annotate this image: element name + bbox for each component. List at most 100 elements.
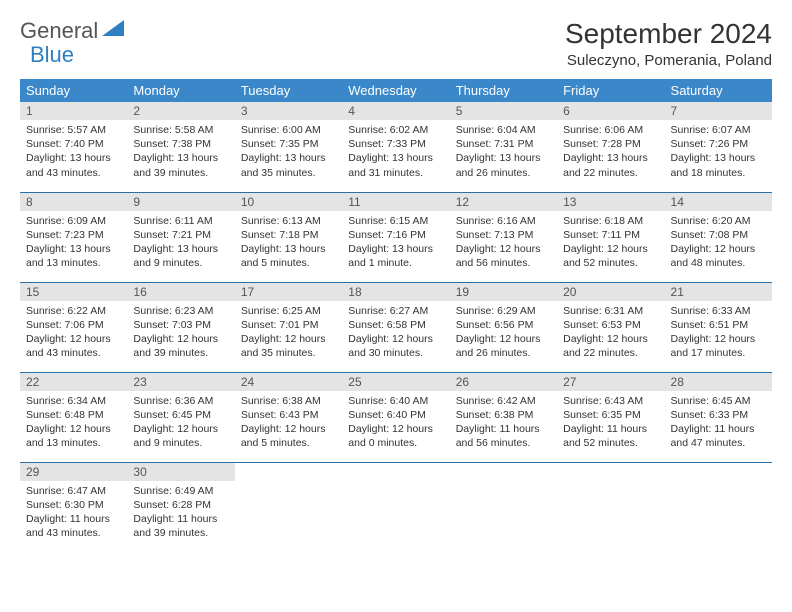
calendar-cell [342, 462, 449, 552]
calendar-cell: 27Sunrise: 6:43 AMSunset: 6:35 PMDayligh… [557, 372, 664, 462]
sunrise-line: Sunrise: 6:11 AM [133, 214, 228, 228]
sunrise-line: Sunrise: 5:57 AM [26, 123, 121, 137]
day-body: Sunrise: 6:13 AMSunset: 7:18 PMDaylight:… [235, 211, 342, 277]
sunset-line: Sunset: 6:38 PM [456, 408, 551, 422]
day-number: 24 [235, 373, 342, 391]
daylight-line: Daylight: 12 hours and 39 minutes. [133, 332, 228, 360]
sunrise-line: Sunrise: 6:34 AM [26, 394, 121, 408]
sunrise-line: Sunrise: 6:43 AM [563, 394, 658, 408]
day-body: Sunrise: 6:47 AMSunset: 6:30 PMDaylight:… [20, 481, 127, 547]
sunset-line: Sunset: 7:40 PM [26, 137, 121, 151]
day-number: 14 [665, 193, 772, 211]
day-header: Wednesday [342, 79, 449, 102]
sunset-line: Sunset: 6:28 PM [133, 498, 228, 512]
daylight-line: Daylight: 13 hours and 39 minutes. [133, 151, 228, 179]
day-header: Tuesday [235, 79, 342, 102]
sunset-line: Sunset: 7:01 PM [241, 318, 336, 332]
sunset-line: Sunset: 7:16 PM [348, 228, 443, 242]
calendar-cell: 16Sunrise: 6:23 AMSunset: 7:03 PMDayligh… [127, 282, 234, 372]
calendar-cell: 7Sunrise: 6:07 AMSunset: 7:26 PMDaylight… [665, 102, 772, 192]
day-number: 9 [127, 193, 234, 211]
calendar-cell: 9Sunrise: 6:11 AMSunset: 7:21 PMDaylight… [127, 192, 234, 282]
sunset-line: Sunset: 7:18 PM [241, 228, 336, 242]
calendar-cell: 18Sunrise: 6:27 AMSunset: 6:58 PMDayligh… [342, 282, 449, 372]
day-number: 26 [450, 373, 557, 391]
sunset-line: Sunset: 6:58 PM [348, 318, 443, 332]
sunset-line: Sunset: 6:51 PM [671, 318, 766, 332]
daylight-line: Daylight: 12 hours and 9 minutes. [133, 422, 228, 450]
calendar-cell: 19Sunrise: 6:29 AMSunset: 6:56 PMDayligh… [450, 282, 557, 372]
logo-text-2: Blue [30, 42, 74, 68]
sunset-line: Sunset: 7:31 PM [456, 137, 551, 151]
calendar-cell: 5Sunrise: 6:04 AMSunset: 7:31 PMDaylight… [450, 102, 557, 192]
sunrise-line: Sunrise: 6:22 AM [26, 304, 121, 318]
sunset-line: Sunset: 6:33 PM [671, 408, 766, 422]
daylight-line: Daylight: 11 hours and 39 minutes. [133, 512, 228, 540]
sunrise-line: Sunrise: 6:16 AM [456, 214, 551, 228]
day-body: Sunrise: 6:15 AMSunset: 7:16 PMDaylight:… [342, 211, 449, 277]
sunrise-line: Sunrise: 6:23 AM [133, 304, 228, 318]
daylight-line: Daylight: 12 hours and 22 minutes. [563, 332, 658, 360]
day-body: Sunrise: 5:58 AMSunset: 7:38 PMDaylight:… [127, 120, 234, 186]
day-header: Sunday [20, 79, 127, 102]
day-number: 12 [450, 193, 557, 211]
day-body: Sunrise: 6:20 AMSunset: 7:08 PMDaylight:… [665, 211, 772, 277]
day-number: 4 [342, 102, 449, 120]
daylight-line: Daylight: 13 hours and 26 minutes. [456, 151, 551, 179]
day-header: Monday [127, 79, 234, 102]
daylight-line: Daylight: 13 hours and 22 minutes. [563, 151, 658, 179]
sunset-line: Sunset: 7:23 PM [26, 228, 121, 242]
daylight-line: Daylight: 12 hours and 52 minutes. [563, 242, 658, 270]
day-number: 20 [557, 283, 664, 301]
calendar-cell: 4Sunrise: 6:02 AMSunset: 7:33 PMDaylight… [342, 102, 449, 192]
location-text: Suleczyno, Pomerania, Poland [565, 52, 772, 69]
daylight-line: Daylight: 12 hours and 48 minutes. [671, 242, 766, 270]
sunset-line: Sunset: 7:11 PM [563, 228, 658, 242]
sunrise-line: Sunrise: 6:09 AM [26, 214, 121, 228]
sunset-line: Sunset: 6:40 PM [348, 408, 443, 422]
daylight-line: Daylight: 13 hours and 13 minutes. [26, 242, 121, 270]
calendar-table: SundayMondayTuesdayWednesdayThursdayFrid… [20, 79, 772, 552]
calendar-cell: 2Sunrise: 5:58 AMSunset: 7:38 PMDaylight… [127, 102, 234, 192]
sunset-line: Sunset: 7:35 PM [241, 137, 336, 151]
daylight-line: Daylight: 12 hours and 56 minutes. [456, 242, 551, 270]
calendar-cell: 28Sunrise: 6:45 AMSunset: 6:33 PMDayligh… [665, 372, 772, 462]
day-number: 2 [127, 102, 234, 120]
day-number: 1 [20, 102, 127, 120]
daylight-line: Daylight: 12 hours and 17 minutes. [671, 332, 766, 360]
day-body: Sunrise: 6:22 AMSunset: 7:06 PMDaylight:… [20, 301, 127, 367]
page-title: September 2024 [565, 18, 772, 50]
daylight-line: Daylight: 12 hours and 26 minutes. [456, 332, 551, 360]
calendar-cell: 1 Sunrise: 5:57 AMSunset: 7:40 PMDaylight… [20, 102, 127, 192]
sunset-line: Sunset: 7:28 PM [563, 137, 658, 151]
day-body: Sunrise: 6:40 AMSunset: 6:40 PMDaylight:… [342, 391, 449, 457]
calendar-cell: 21Sunrise: 6:33 AMSunset: 6:51 PMDayligh… [665, 282, 772, 372]
day-body: Sunrise: 6:06 AMSunset: 7:28 PMDaylight:… [557, 120, 664, 186]
day-body: Sunrise: 6:31 AMSunset: 6:53 PMDaylight:… [557, 301, 664, 367]
sunrise-line: Sunrise: 5:58 AM [133, 123, 228, 137]
calendar-row: 8Sunrise: 6:09 AMSunset: 7:23 PMDaylight… [20, 192, 772, 282]
day-body: Sunrise: 6:23 AMSunset: 7:03 PMDaylight:… [127, 301, 234, 367]
calendar-cell: 8Sunrise: 6:09 AMSunset: 7:23 PMDaylight… [20, 192, 127, 282]
day-number: 25 [342, 373, 449, 391]
logo-text-1: General [20, 18, 98, 44]
calendar-cell: 6Sunrise: 6:06 AMSunset: 7:28 PMDaylight… [557, 102, 664, 192]
sunrise-line: Sunrise: 6:06 AM [563, 123, 658, 137]
day-number: 10 [235, 193, 342, 211]
sunrise-line: Sunrise: 6:00 AM [241, 123, 336, 137]
sunrise-line: Sunrise: 6:47 AM [26, 484, 121, 498]
calendar-cell: 11Sunrise: 6:15 AMSunset: 7:16 PMDayligh… [342, 192, 449, 282]
day-header: Friday [557, 79, 664, 102]
day-body: Sunrise: 6:36 AMSunset: 6:45 PMDaylight:… [127, 391, 234, 457]
calendar-cell: 13Sunrise: 6:18 AMSunset: 7:11 PMDayligh… [557, 192, 664, 282]
calendar-cell: 20Sunrise: 6:31 AMSunset: 6:53 PMDayligh… [557, 282, 664, 372]
sunset-line: Sunset: 7:26 PM [671, 137, 766, 151]
daylight-line: Daylight: 13 hours and 43 minutes. [26, 151, 121, 179]
day-body: Sunrise: 6:18 AMSunset: 7:11 PMDaylight:… [557, 211, 664, 277]
sunset-line: Sunset: 7:06 PM [26, 318, 121, 332]
day-body: Sunrise: 6:27 AMSunset: 6:58 PMDaylight:… [342, 301, 449, 367]
daylight-line: Daylight: 11 hours and 47 minutes. [671, 422, 766, 450]
day-body: Sunrise: 6:45 AMSunset: 6:33 PMDaylight:… [665, 391, 772, 457]
sunrise-line: Sunrise: 6:18 AM [563, 214, 658, 228]
day-body: Sunrise: 6:07 AMSunset: 7:26 PMDaylight:… [665, 120, 772, 186]
